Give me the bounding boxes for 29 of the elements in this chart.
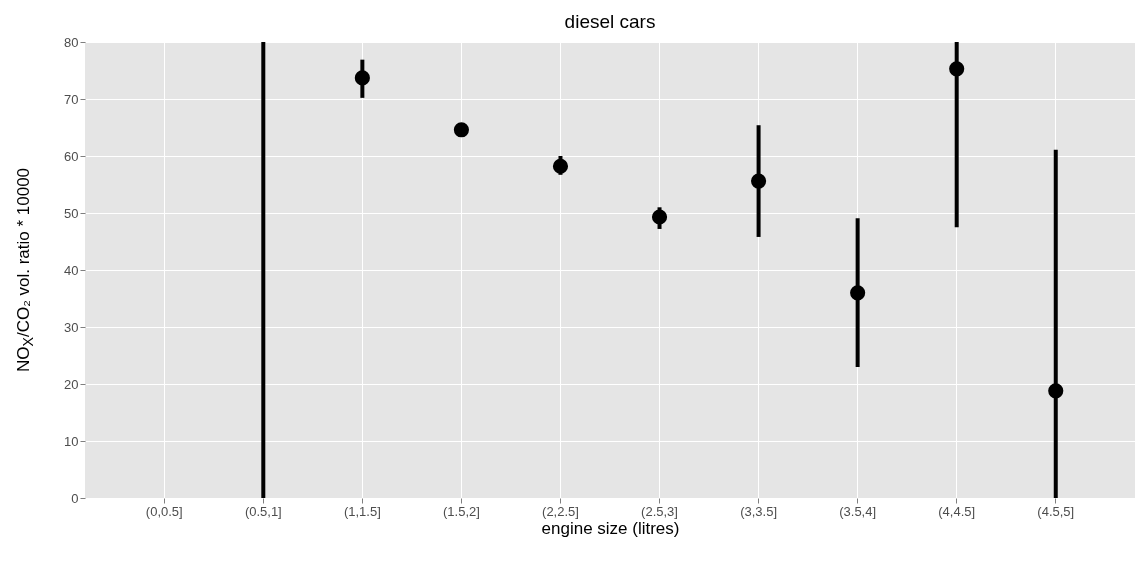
x-tick-label: (0,0.5]	[145, 503, 183, 519]
x-tick-label: (3.5,4]	[839, 503, 877, 519]
y-tick-label: 0	[71, 490, 79, 506]
y-tick-label: 60	[64, 148, 79, 164]
x-tick-label: (3,3.5]	[740, 503, 778, 519]
x-tick-label: (4,4.5]	[938, 503, 976, 519]
x-tick-label: (1.5,2]	[442, 503, 480, 519]
point	[552, 158, 569, 174]
y-tick-label: 40	[64, 262, 79, 278]
point	[949, 61, 965, 77]
x-axis-title: engine size (litres)	[541, 518, 680, 538]
y-tick-label: 30	[64, 319, 79, 335]
x-tick-label: (2,2.5]	[542, 503, 579, 519]
y-tick-label: 70	[64, 91, 79, 107]
point	[651, 209, 668, 225]
x-tick-label: (4.5,5]	[1037, 503, 1075, 519]
x-tick-label: (2.5,3]	[641, 503, 678, 519]
point	[354, 70, 370, 86]
point	[453, 122, 469, 138]
point	[1048, 383, 1064, 399]
y-tick-label: 20	[64, 376, 79, 392]
y-tick-label: 80	[64, 34, 79, 50]
x-tick-label: (0.5,1]	[244, 503, 282, 519]
chart-title: diesel cars	[564, 11, 656, 32]
x-tick-label: (1,1.5]	[343, 503, 381, 519]
y-tick-label: 50	[64, 205, 79, 221]
y-tick-label: 10	[64, 433, 79, 449]
point	[850, 285, 866, 301]
point	[751, 173, 767, 189]
